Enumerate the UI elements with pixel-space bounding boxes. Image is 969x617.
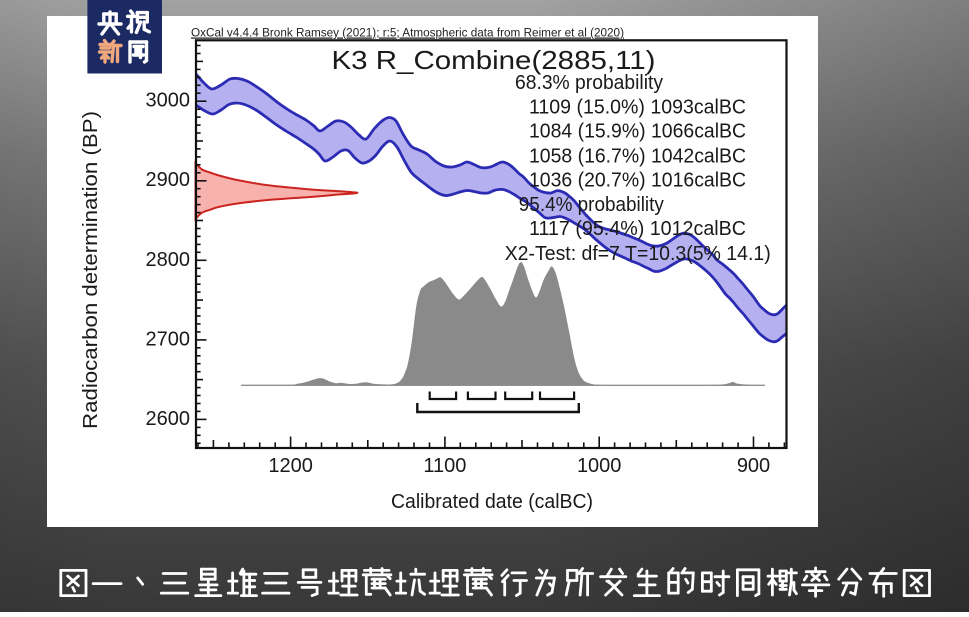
- svg-text:1100: 1100: [423, 455, 466, 477]
- svg-text:2900: 2900: [146, 169, 191, 191]
- svg-text:1036 (20.7%) 1016calBC: 1036 (20.7%) 1016calBC: [529, 170, 746, 192]
- svg-text:1200: 1200: [268, 455, 313, 477]
- svg-text:Radiocarbon determination (BP): Radiocarbon determination (BP): [80, 111, 102, 429]
- svg-text:1117 (95.4%) 1012calBC: 1117 (95.4%) 1012calBC: [529, 218, 746, 240]
- svg-text:900: 900: [737, 455, 770, 477]
- svg-text:2800: 2800: [146, 249, 191, 271]
- svg-text:OxCal v4.4.4 Bronk Ramsey (202: OxCal v4.4.4 Bronk Ramsey (2021); r:5; A…: [191, 26, 624, 40]
- svg-text:2700: 2700: [146, 328, 191, 350]
- svg-text:1000: 1000: [577, 455, 622, 477]
- svg-text:95.4% probability: 95.4% probability: [519, 194, 664, 216]
- svg-text:1084 (15.9%) 1066calBC: 1084 (15.9%) 1066calBC: [529, 120, 746, 142]
- svg-text:3000: 3000: [146, 90, 191, 112]
- svg-text:Calibrated date (calBC): Calibrated date (calBC): [391, 491, 593, 513]
- svg-text:68.3% probability: 68.3% probability: [515, 72, 663, 94]
- svg-text:X2-Test: df=7 T=10.3(5% 14.1): X2-Test: df=7 T=10.3(5% 14.1): [505, 243, 771, 265]
- svg-text:1109 (15.0%) 1093calBC: 1109 (15.0%) 1093calBC: [529, 96, 746, 118]
- svg-text:1058 (16.7%) 1042calBC: 1058 (16.7%) 1042calBC: [529, 145, 746, 167]
- svg-text:2600: 2600: [146, 408, 191, 430]
- svg-text:K3 R_Combine(2885,11): K3 R_Combine(2885,11): [332, 45, 656, 75]
